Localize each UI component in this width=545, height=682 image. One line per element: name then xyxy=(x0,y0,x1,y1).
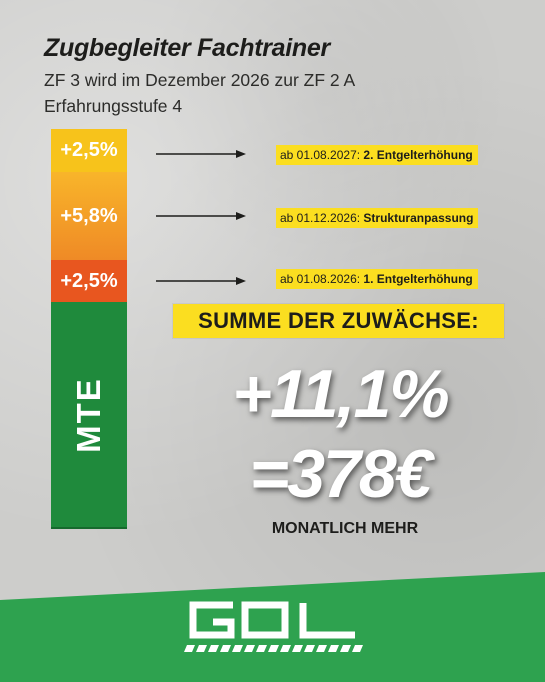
step-description: Strukturanpassung xyxy=(363,211,474,225)
bar-segment-1-raise: +2,5% xyxy=(51,260,127,302)
summary-percent: +11,1% xyxy=(232,356,449,432)
step-description: 2. Entgelterhöhung xyxy=(363,148,473,162)
summary-amount: =378€ xyxy=(249,436,433,512)
page-title: Zugbegleiter Fachtrainer xyxy=(44,34,330,62)
segment-label: +5,8% xyxy=(60,205,118,227)
step-date: ab 01.08.2026: xyxy=(280,272,361,286)
summary-note: MONATLICH MEHR xyxy=(271,520,419,537)
step-date: ab 01.08.2027: xyxy=(280,148,361,162)
segment-label: +2,5% xyxy=(60,270,118,292)
subtitle-line-1: ZF 3 wird im Dezember 2026 zur ZF 2 A xyxy=(44,70,356,90)
step-description: 1. Entgelterhöhung xyxy=(363,272,473,286)
bar-segment-2-raise: +2,5% xyxy=(51,129,127,172)
summary-heading: SUMME DER ZUWÄCHSE: xyxy=(173,304,504,338)
base-label: MTE xyxy=(70,376,107,453)
arrow-right-icon xyxy=(156,150,246,158)
gdl-logo xyxy=(184,601,363,652)
step-tag-1st-raise: ab 01.08.2026: 1. Entgelterhöhung xyxy=(276,269,478,289)
segment-label: +2,5% xyxy=(60,139,118,161)
step-date: ab 01.12.2026: xyxy=(280,211,361,225)
step-tag-structural: ab 01.12.2026: Strukturanpassung xyxy=(276,208,479,228)
arrow-right-icon xyxy=(156,277,246,285)
arrow-right-icon xyxy=(156,212,246,220)
step-tag-2nd-raise: ab 01.08.2027: 2. Entgelterhöhung xyxy=(276,145,478,165)
subtitle-line-2: Erfahrungsstufe 4 xyxy=(44,96,183,116)
bar-segment-base: MTE xyxy=(51,302,127,529)
bar-segment-structural: +5,8% xyxy=(51,172,127,260)
